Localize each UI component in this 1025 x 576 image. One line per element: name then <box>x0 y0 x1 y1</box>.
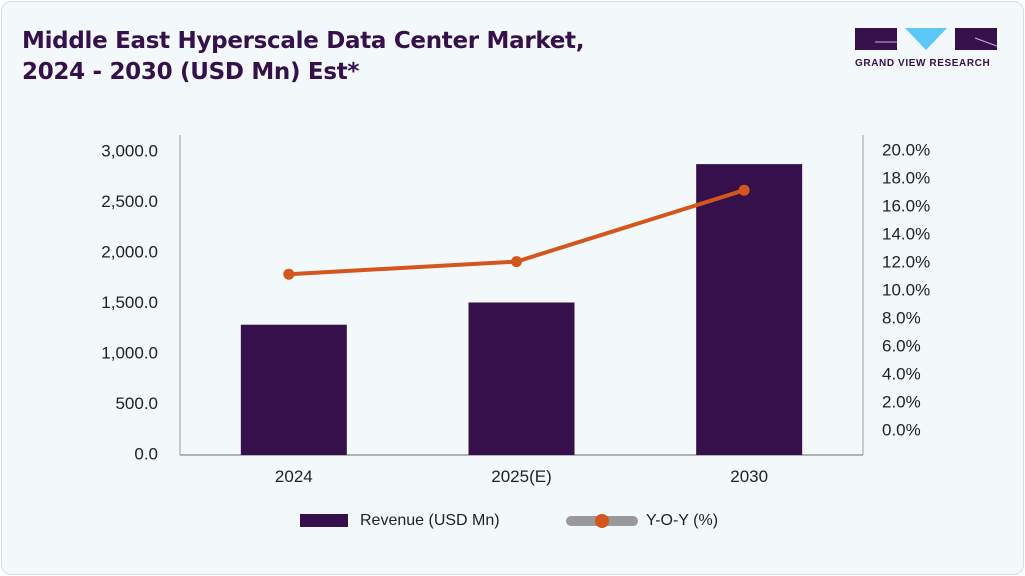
right-tick-label: 6.0% <box>882 336 921 355</box>
left-tick-label: 0.0 <box>134 444 158 463</box>
bar-2030 <box>696 164 803 455</box>
title-line-1: Middle East Hyperscale Data Center Marke… <box>22 28 585 54</box>
x-tick-label: 2025(E) <box>491 467 551 486</box>
x-tick-label: 2030 <box>730 467 768 486</box>
bar-2025(E) <box>468 302 575 455</box>
left-tick-label: 2,000.0 <box>101 242 158 261</box>
yoy-point-2025(E) <box>511 256 522 268</box>
right-tick-label: 10.0% <box>882 280 930 299</box>
left-tick-label: 1,000.0 <box>101 343 158 362</box>
left-tick-label: 1,500.0 <box>101 293 158 312</box>
chart-title: Middle East Hyperscale Data Center Marke… <box>22 26 584 88</box>
right-tick-label: 20.0% <box>882 140 930 159</box>
right-tick-label: 0.0% <box>882 420 921 439</box>
left-tick-label: 3,000.0 <box>101 141 158 160</box>
left-tick-label: 2,500.0 <box>101 192 158 211</box>
legend-revenue-label: Revenue (USD Mn) <box>360 512 500 529</box>
legend-yoy: Y-O-Y (%) <box>566 512 718 530</box>
legend-revenue: Revenue (USD Mn) <box>300 512 500 530</box>
legend-bar-swatch <box>300 514 348 528</box>
right-tick-label: 8.0% <box>882 308 921 327</box>
bar-2024 <box>240 324 347 455</box>
title-line-2: 2024 - 2030 (USD Mn) Est* <box>22 59 360 85</box>
right-tick-label: 14.0% <box>882 224 930 243</box>
legend-line-swatch <box>566 513 638 528</box>
yoy-point-2024 <box>283 268 295 280</box>
legend-yoy-label: Y-O-Y (%) <box>646 512 719 529</box>
right-tick-label: 2.0% <box>882 392 921 411</box>
right-tick-label: 16.0% <box>882 196 930 215</box>
yoy-point-2030 <box>738 184 750 196</box>
left-tick-label: 500.0 <box>115 394 158 413</box>
grand-view-research-logo <box>855 28 997 50</box>
right-tick-label: 18.0% <box>882 168 930 187</box>
logo-text: GRAND VIEW RESEARCH <box>855 58 991 69</box>
right-tick-label: 12.0% <box>882 252 930 271</box>
right-tick-label: 4.0% <box>882 364 921 383</box>
x-tick-label: 2024 <box>275 467 313 486</box>
